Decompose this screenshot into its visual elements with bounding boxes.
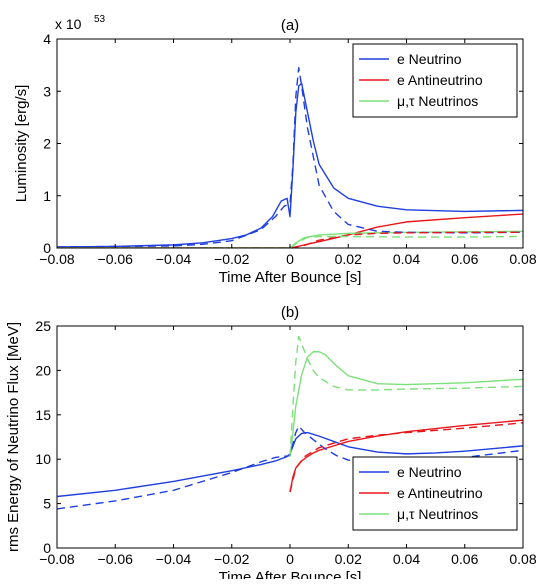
legend-entry-label: e Neutrino <box>397 464 462 480</box>
x-tick-label: −0.08 <box>39 251 75 267</box>
y-tick-label: 2 <box>43 136 51 152</box>
y-tick-label: 5 <box>43 496 51 512</box>
model-2-dashed-line <box>289 335 523 457</box>
y-tick-label: 10 <box>35 451 51 467</box>
y-axis-label: rms Energy of Neutrino Flux [MeV] <box>5 322 22 552</box>
x-axis-label: Time After Bounce [s] <box>219 569 362 579</box>
y-tick-label: 0 <box>43 540 51 556</box>
panel-title: (a) <box>281 17 299 34</box>
legend: e Neutrino e Antineutrino μ,τ Neutrinos <box>352 43 518 118</box>
x-axis-label: Time After Bounce [s] <box>219 269 362 286</box>
legend-entry-label: μ,τ Neutrinos <box>397 93 478 109</box>
legend-entry-label: e Antineutrino <box>397 485 483 501</box>
model-2-dashed-line <box>57 235 523 248</box>
model-2-dashed-line <box>57 231 523 248</box>
y-tick-label: 4 <box>43 31 51 47</box>
x-tick-label: 0.04 <box>393 551 420 567</box>
x-tick-label: 0 <box>286 551 294 567</box>
x-tick-label: −0.02 <box>214 251 250 267</box>
panel-title: (b) <box>281 304 299 321</box>
x-tick-label: 0.02 <box>335 251 362 267</box>
x-tick-label: −0.08 <box>39 551 75 567</box>
x-tick-label: 0.04 <box>393 251 420 267</box>
model-2-dashed-line <box>57 67 523 248</box>
e-neutrino-solid-line <box>57 82 523 248</box>
x-tick-label: 0.02 <box>335 551 362 567</box>
scale-factor-exponent: 53 <box>94 14 106 25</box>
x-tick-label: −0.04 <box>156 551 192 567</box>
y-tick-label: 1 <box>43 188 51 204</box>
legend-entry-label: e Neutrino <box>397 51 462 67</box>
x-tick-label: 0 <box>286 251 294 267</box>
legend-entry-label: μ,τ Neutrinos <box>397 506 478 522</box>
legend: e Neutrino e Antineutrino μ,τ Neutrinos <box>352 456 518 531</box>
panel-a: −0.08 −0.06 −0.04 −0.02 0 0.02 0.04 0.06 0.08 0 1 2… <box>13 14 537 286</box>
y-tick-label: 20 <box>35 362 51 378</box>
y-tick-label: 3 <box>43 83 51 99</box>
x-tick-label: −0.06 <box>98 251 134 267</box>
x-tick-label: 0.08 <box>509 551 536 567</box>
x-tick-label: 0.08 <box>509 251 536 267</box>
x-tick-label: −0.04 <box>156 251 192 267</box>
x-tick-label: −0.06 <box>98 551 134 567</box>
panel-b: −0.08 −0.06 −0.04 −0.02 0 0.02 0.04 0.06 0.08 0 5 1… <box>5 304 537 584</box>
series-group <box>57 67 523 248</box>
e-neutrino-solid-line <box>57 431 523 498</box>
neutrinos-solid-line <box>289 351 523 457</box>
x-tick-label: 0.06 <box>451 251 478 267</box>
model-2-dashed-line <box>289 422 523 493</box>
x-tick-label: 0.06 <box>451 551 478 567</box>
y-tick-label: 15 <box>35 407 51 423</box>
y-tick-label: 25 <box>35 318 51 334</box>
e-antineutrino-solid-line <box>289 419 523 493</box>
y-axis-label: Luminosity [erg/s] <box>13 85 30 203</box>
legend-entry-label: e Antineutrino <box>397 72 483 88</box>
scale-factor-label: x 10 <box>55 16 82 32</box>
x-tick-label: −0.02 <box>214 551 250 567</box>
y-tick-label: 0 <box>43 240 51 256</box>
